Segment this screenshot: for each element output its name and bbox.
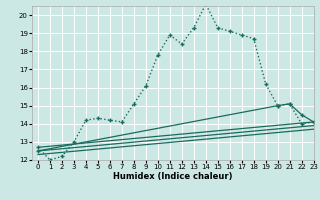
X-axis label: Humidex (Indice chaleur): Humidex (Indice chaleur) [113,172,233,181]
